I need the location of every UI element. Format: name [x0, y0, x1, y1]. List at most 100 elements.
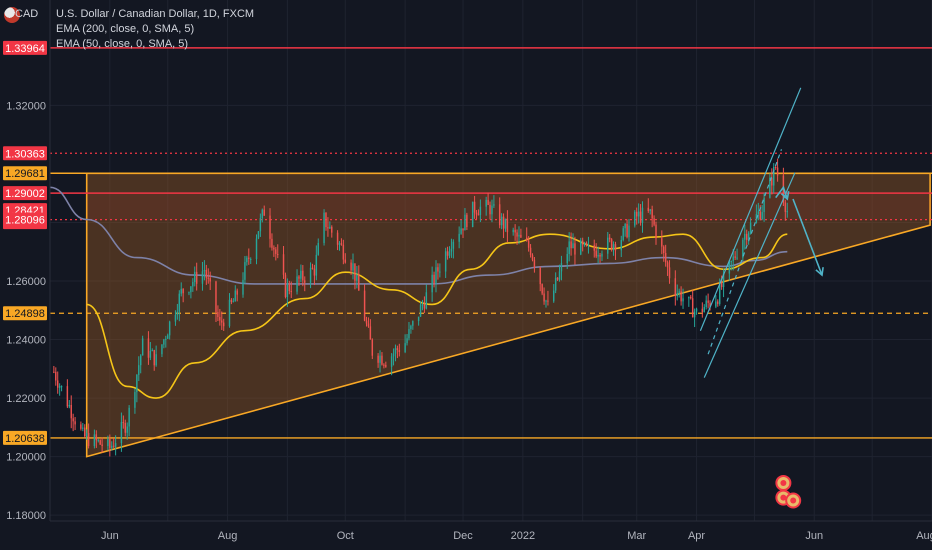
candle-body[interactable]	[690, 296, 692, 299]
candle-body[interactable]	[288, 284, 291, 291]
candle-body[interactable]	[57, 380, 59, 388]
candle-body[interactable]	[431, 274, 433, 293]
candle-body[interactable]	[284, 274, 287, 298]
candle-body[interactable]	[390, 356, 393, 367]
candle-body[interactable]	[637, 211, 640, 217]
candle-body[interactable]	[329, 226, 331, 229]
candles[interactable]	[53, 158, 788, 457]
candle-body[interactable]	[111, 445, 113, 448]
candle-body[interactable]	[325, 212, 327, 228]
candle-body[interactable]	[757, 211, 760, 215]
candle-body[interactable]	[97, 440, 99, 442]
candle-body[interactable]	[784, 202, 787, 212]
candle-body[interactable]	[471, 201, 474, 228]
candle-body[interactable]	[444, 251, 447, 272]
candle-body[interactable]	[742, 239, 744, 258]
candle-body[interactable]	[771, 177, 773, 186]
candle-body[interactable]	[487, 199, 489, 205]
candle-body[interactable]	[773, 167, 775, 186]
candle-body[interactable]	[300, 270, 302, 279]
candle-body[interactable]	[676, 292, 678, 297]
candle-body[interactable]	[626, 223, 628, 238]
x-axis[interactable]: Jun Aug Oct Dec 2022 Mar Apr Jun Aug	[0, 520, 932, 550]
candle-body[interactable]	[514, 229, 516, 233]
candle-body[interactable]	[410, 325, 412, 330]
candle-body[interactable]	[82, 427, 84, 429]
price-label-box[interactable]	[3, 146, 47, 161]
candle-body[interactable]	[450, 248, 453, 252]
candle-body[interactable]	[74, 421, 76, 425]
candle-body[interactable]	[342, 244, 345, 260]
candle-body[interactable]	[668, 267, 671, 279]
candle-body[interactable]	[776, 167, 779, 176]
candle-body[interactable]	[331, 226, 333, 233]
candle-body[interactable]	[655, 224, 657, 239]
candle-body[interactable]	[367, 323, 370, 327]
candle-body[interactable]	[417, 316, 420, 322]
candle-body[interactable]	[786, 211, 788, 213]
candle-body[interactable]	[620, 239, 622, 251]
candle-body[interactable]	[533, 259, 536, 268]
candle-body[interactable]	[369, 326, 372, 340]
candle-body[interactable]	[304, 280, 306, 283]
candle-body[interactable]	[695, 308, 698, 312]
price-label-box[interactable]	[3, 166, 47, 181]
candle-body[interactable]	[556, 277, 559, 280]
candle-body[interactable]	[141, 338, 144, 356]
candle-body[interactable]	[323, 212, 325, 243]
candle-body[interactable]	[408, 329, 410, 339]
candle-body[interactable]	[344, 259, 347, 263]
candle-body[interactable]	[622, 228, 624, 240]
candle-body[interactable]	[720, 283, 723, 288]
candle-body[interactable]	[446, 251, 449, 256]
candle-body[interactable]	[734, 256, 736, 258]
candle-body[interactable]	[246, 257, 248, 263]
candle-body[interactable]	[101, 444, 103, 447]
candle-body[interactable]	[502, 216, 505, 229]
candle-body[interactable]	[717, 301, 719, 304]
candle-body[interactable]	[180, 288, 182, 294]
candle-body[interactable]	[228, 299, 231, 327]
candle-body[interactable]	[448, 251, 451, 256]
candle-body[interactable]	[527, 240, 530, 248]
candle-body[interactable]	[385, 365, 387, 367]
candle-body[interactable]	[165, 338, 167, 340]
price-label-box[interactable]	[3, 186, 47, 201]
candle-body[interactable]	[666, 262, 669, 268]
candle-body[interactable]	[452, 241, 455, 249]
candle-body[interactable]	[205, 270, 208, 278]
candle-body[interactable]	[163, 339, 165, 345]
candle-body[interactable]	[201, 271, 204, 284]
candle-body[interactable]	[419, 304, 422, 317]
candle-body[interactable]	[518, 234, 520, 237]
candle-body[interactable]	[161, 344, 163, 355]
candle-body[interactable]	[678, 291, 680, 293]
candle-body[interactable]	[437, 267, 439, 272]
candle-body[interactable]	[489, 204, 491, 215]
candle-body[interactable]	[55, 371, 57, 381]
candle-body[interactable]	[371, 339, 374, 356]
candle-body[interactable]	[560, 263, 563, 272]
candle-body[interactable]	[580, 240, 582, 255]
candle-body[interactable]	[259, 218, 262, 232]
symbol-title[interactable]: U.S. Dollar / Canadian Dollar, 1D, FXCM	[56, 8, 255, 20]
candle-body[interactable]	[572, 243, 574, 249]
candle-body[interactable]	[491, 205, 493, 215]
candle-body[interactable]	[230, 299, 233, 303]
candle-body[interactable]	[693, 311, 696, 318]
candle-body[interactable]	[311, 267, 314, 269]
candle-body[interactable]	[271, 238, 273, 248]
candle-body[interactable]	[635, 211, 638, 217]
candle-body[interactable]	[114, 443, 117, 447]
candle-body[interactable]	[255, 238, 258, 260]
candle-body[interactable]	[398, 350, 401, 353]
candle-body[interactable]	[203, 270, 206, 272]
candle-body[interactable]	[736, 257, 738, 259]
channel-upper-line[interactable]	[699, 87, 802, 331]
candle-body[interactable]	[87, 433, 90, 447]
candle-body[interactable]	[601, 253, 603, 257]
candle-body[interactable]	[500, 216, 503, 226]
candle-body[interactable]	[352, 263, 354, 271]
candle-body[interactable]	[574, 243, 576, 255]
candle-body[interactable]	[383, 364, 385, 366]
